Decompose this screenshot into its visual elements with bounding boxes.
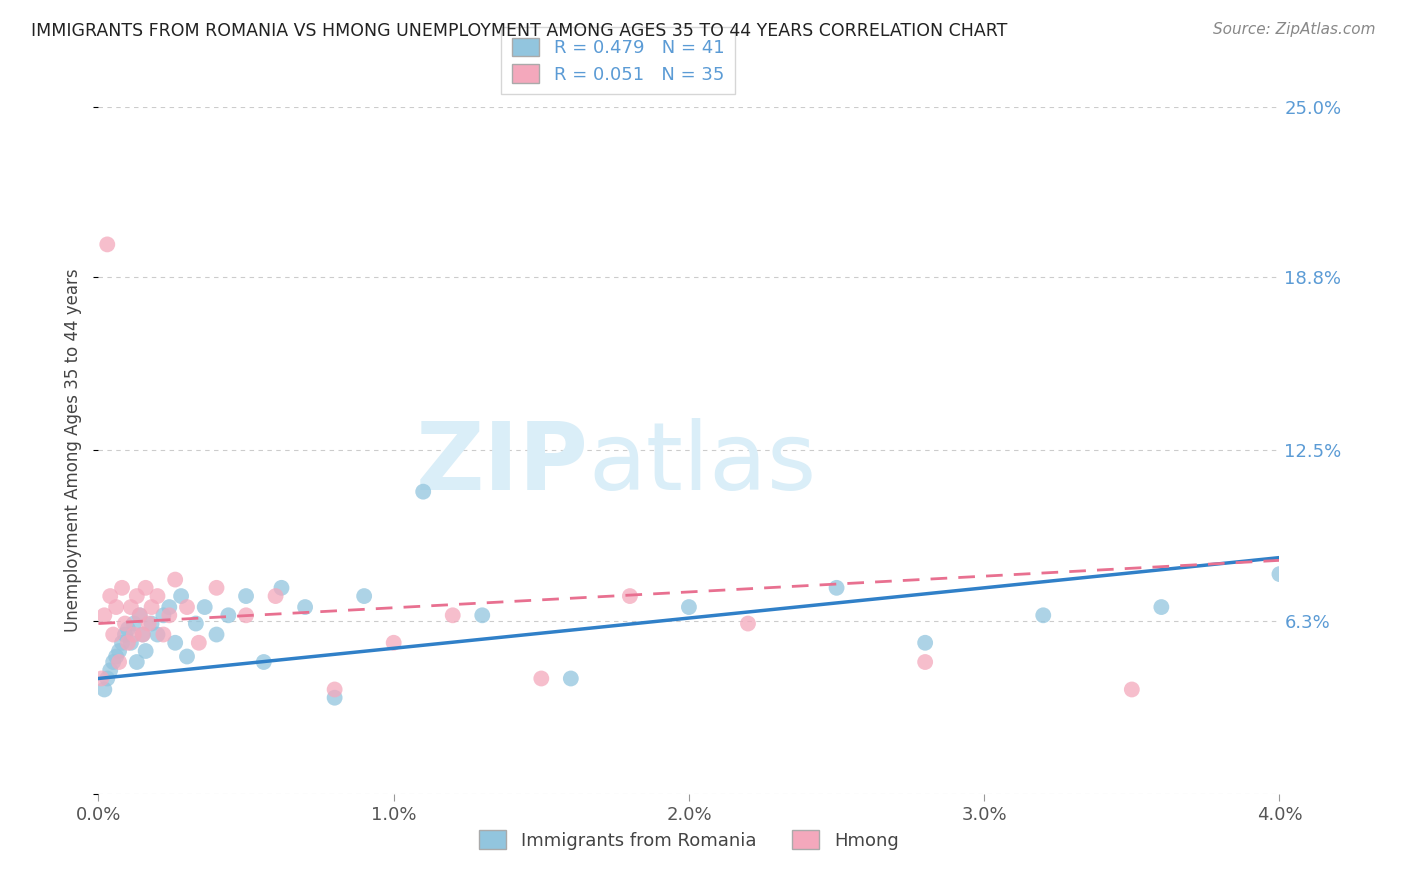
Point xyxy=(187,636,209,650)
Point xyxy=(619,589,641,603)
Point xyxy=(108,644,131,658)
Point xyxy=(98,663,121,677)
Point xyxy=(135,581,157,595)
Point xyxy=(93,608,115,623)
Point xyxy=(141,616,163,631)
Point xyxy=(157,600,180,615)
Text: atlas: atlas xyxy=(589,418,817,510)
Point xyxy=(165,573,187,587)
Point xyxy=(98,589,121,603)
Point xyxy=(108,655,131,669)
Point xyxy=(264,589,287,603)
Point xyxy=(141,600,163,615)
Point xyxy=(128,608,150,623)
Point xyxy=(96,237,118,252)
Text: Source: ZipAtlas.com: Source: ZipAtlas.com xyxy=(1212,22,1375,37)
Point xyxy=(117,636,139,650)
Point xyxy=(176,649,198,664)
Point xyxy=(205,627,228,641)
Point xyxy=(105,600,128,615)
Point xyxy=(128,608,150,623)
Point xyxy=(125,589,148,603)
Point xyxy=(323,682,346,697)
Point xyxy=(114,627,136,641)
Point xyxy=(152,627,174,641)
Point xyxy=(1121,682,1143,697)
Point xyxy=(294,600,316,615)
Point xyxy=(235,589,257,603)
Point xyxy=(471,608,494,623)
Point xyxy=(323,690,346,705)
Point xyxy=(120,600,142,615)
Point xyxy=(165,636,187,650)
Point xyxy=(678,600,700,615)
Y-axis label: Unemployment Among Ages 35 to 44 years: Unemployment Among Ages 35 to 44 years xyxy=(65,268,83,632)
Point xyxy=(412,484,434,499)
Point xyxy=(270,581,292,595)
Point xyxy=(146,627,169,641)
Point xyxy=(103,655,125,669)
Point xyxy=(914,655,936,669)
Point xyxy=(176,600,198,615)
Point xyxy=(122,616,145,631)
Text: IMMIGRANTS FROM ROMANIA VS HMONG UNEMPLOYMENT AMONG AGES 35 TO 44 YEARS CORRELAT: IMMIGRANTS FROM ROMANIA VS HMONG UNEMPLO… xyxy=(31,22,1007,40)
Point xyxy=(132,627,155,641)
Point xyxy=(103,627,125,641)
Point xyxy=(132,627,155,641)
Point xyxy=(90,672,112,686)
Point xyxy=(441,608,464,623)
Point xyxy=(205,581,228,595)
Point xyxy=(157,608,180,623)
Point xyxy=(135,644,157,658)
Point xyxy=(530,672,553,686)
Legend: Immigrants from Romania, Hmong: Immigrants from Romania, Hmong xyxy=(468,820,910,861)
Point xyxy=(1032,608,1054,623)
Point xyxy=(146,589,169,603)
Point xyxy=(1268,567,1291,582)
Point xyxy=(96,672,118,686)
Point xyxy=(114,616,136,631)
Point xyxy=(382,636,405,650)
Point xyxy=(105,649,128,664)
Point xyxy=(217,608,239,623)
Point xyxy=(111,581,134,595)
Point xyxy=(152,608,174,623)
Point xyxy=(93,682,115,697)
Point xyxy=(560,672,582,686)
Point xyxy=(353,589,375,603)
Point xyxy=(914,636,936,650)
Point xyxy=(111,636,134,650)
Point xyxy=(117,622,139,636)
Point xyxy=(184,616,207,631)
Point xyxy=(737,616,759,631)
Point xyxy=(138,616,160,631)
Point xyxy=(120,636,142,650)
Point xyxy=(122,627,145,641)
Point xyxy=(235,608,257,623)
Point xyxy=(170,589,193,603)
Point xyxy=(1150,600,1173,615)
Point xyxy=(194,600,217,615)
Point xyxy=(825,581,848,595)
Point xyxy=(125,655,148,669)
Text: ZIP: ZIP xyxy=(416,418,589,510)
Point xyxy=(253,655,276,669)
